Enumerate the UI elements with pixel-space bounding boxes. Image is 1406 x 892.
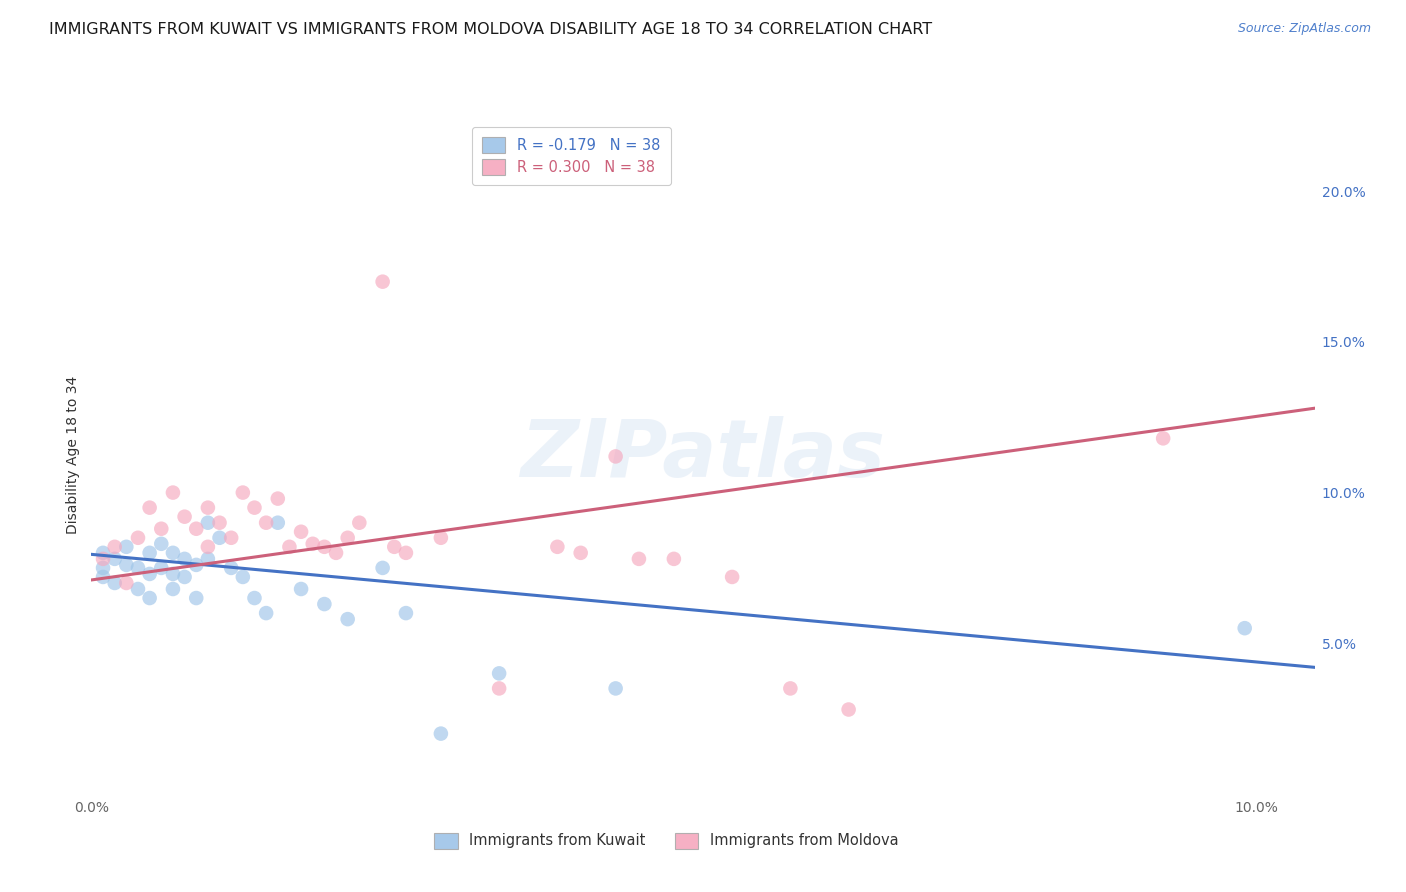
Point [104,540,127,554]
Point [197,500,219,515]
Point [91,570,114,584]
Point [290,524,312,539]
Point [104,576,127,591]
Point [115,558,138,572]
Point [232,570,254,584]
Point [290,582,312,596]
Point [91,552,114,566]
Point [150,537,173,551]
Point [197,552,219,566]
Point [219,531,242,545]
Point [371,275,394,289]
Point [115,576,138,591]
Point [91,561,114,575]
Point [208,531,231,545]
Legend: Immigrants from Kuwait, Immigrants from Moldova: Immigrants from Kuwait, Immigrants from … [429,827,904,855]
Point [219,561,242,575]
Point [349,516,371,530]
Point [546,540,568,554]
Point [721,570,744,584]
Point [314,540,336,554]
Point [162,485,184,500]
Point [627,552,650,566]
Point [569,546,592,560]
Point [243,591,266,605]
Point [254,606,277,620]
Point [314,597,336,611]
Point [779,681,801,696]
Point [605,450,627,464]
Point [838,702,860,716]
Y-axis label: Disability Age 18 to 34: Disability Age 18 to 34 [66,376,80,534]
Point [186,522,208,536]
Point [138,500,160,515]
Point [127,561,149,575]
Point [395,546,418,560]
Point [1152,431,1174,445]
Point [208,516,231,530]
Point [267,516,290,530]
Point [127,531,149,545]
Point [150,522,173,536]
Point [91,546,114,560]
Point [605,681,627,696]
Point [104,552,127,566]
Point [232,485,254,500]
Text: ZIPatlas: ZIPatlas [520,416,886,494]
Point [336,531,359,545]
Point [150,561,173,575]
Point [254,516,277,530]
Point [138,591,160,605]
Point [197,540,219,554]
Point [197,516,219,530]
Point [662,552,685,566]
Point [267,491,290,506]
Point [138,566,160,581]
Point [162,546,184,560]
Point [430,531,453,545]
Point [395,606,418,620]
Text: Source: ZipAtlas.com: Source: ZipAtlas.com [1237,22,1371,36]
Point [127,582,149,596]
Point [186,591,208,605]
Point [162,582,184,596]
Point [173,570,195,584]
Point [173,509,195,524]
Point [488,681,510,696]
Point [336,612,359,626]
Point [138,546,160,560]
Point [243,500,266,515]
Point [186,558,208,572]
Point [278,540,301,554]
Point [371,561,394,575]
Point [1233,621,1256,635]
Point [173,552,195,566]
Point [325,546,347,560]
Point [115,540,138,554]
Text: IMMIGRANTS FROM KUWAIT VS IMMIGRANTS FROM MOLDOVA DISABILITY AGE 18 TO 34 CORREL: IMMIGRANTS FROM KUWAIT VS IMMIGRANTS FRO… [49,22,932,37]
Point [301,537,323,551]
Point [162,566,184,581]
Point [488,666,510,681]
Point [382,540,405,554]
Point [430,726,453,740]
